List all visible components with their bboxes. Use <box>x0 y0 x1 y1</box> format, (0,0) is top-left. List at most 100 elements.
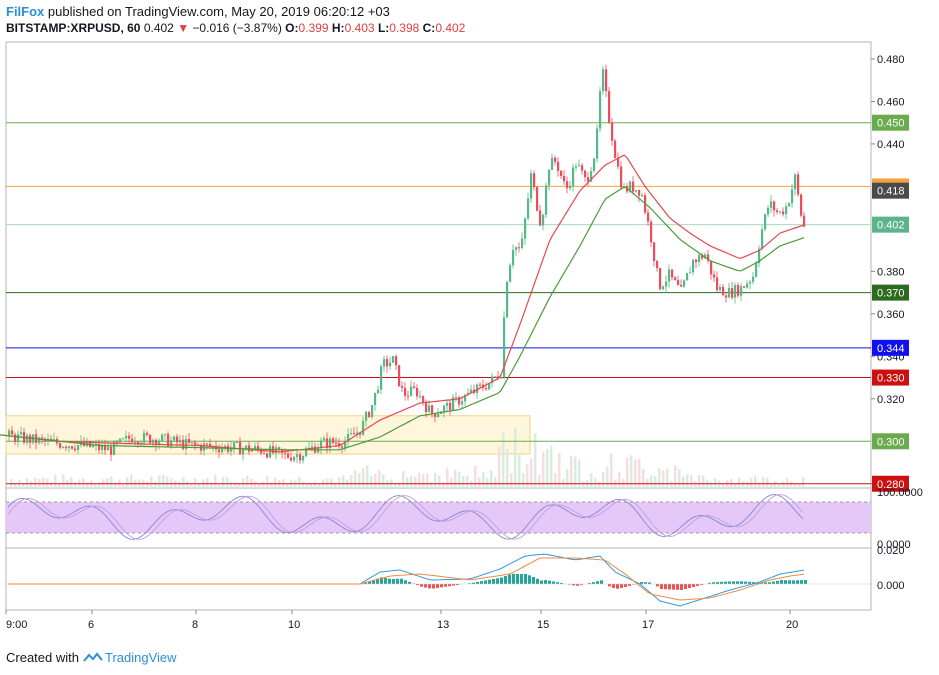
volume-bar <box>698 474 701 488</box>
candle-body <box>749 281 752 284</box>
volume-bar <box>790 481 793 488</box>
candle <box>65 445 68 452</box>
candle-body <box>281 449 284 453</box>
macd-pane <box>6 553 871 607</box>
macd-histogram-bar <box>396 578 399 584</box>
candle <box>701 252 704 261</box>
macd-histogram-bar <box>372 580 375 584</box>
author-name[interactable]: FilFox <box>6 4 45 19</box>
candle-body <box>332 438 335 443</box>
candle <box>389 356 392 370</box>
candle <box>59 441 62 450</box>
candle <box>344 436 347 452</box>
volume-bar <box>270 482 273 488</box>
volume-bar <box>186 481 189 488</box>
candle-body <box>737 285 740 296</box>
volume-bar <box>14 482 17 488</box>
price-tag: 0.344 <box>872 339 909 356</box>
candle-body <box>656 261 659 269</box>
candle-body <box>401 386 404 388</box>
macd-histogram-bar <box>656 584 659 587</box>
candle-body <box>650 221 653 243</box>
volume-bar <box>746 481 749 488</box>
price-tag-label: 0.280 <box>877 479 905 491</box>
price-axis[interactable]: 0.4800.4600.4400.3800.3600.3400.3200.280… <box>871 54 923 592</box>
candle <box>641 192 644 198</box>
volume-bar <box>786 477 789 488</box>
candle-body <box>347 434 350 442</box>
price-chart[interactable]: 0.4800.4600.4400.3800.3600.3400.3200.280… <box>0 0 939 640</box>
macd-histogram-bar <box>676 584 679 590</box>
macd-histogram-bar <box>712 582 715 584</box>
candle-body <box>68 446 71 449</box>
ma-fast-line <box>0 154 805 453</box>
candle-body <box>515 247 518 250</box>
volume-bar <box>506 449 509 488</box>
x-tick-label: 15 <box>537 619 549 631</box>
publish-header: FilFox published on TradingView.com, May… <box>6 4 390 19</box>
volume-bar <box>466 475 469 488</box>
low-value: 0.398 <box>389 21 420 35</box>
macd-histogram-bar <box>476 581 479 584</box>
candles <box>8 64 806 464</box>
volume-bar <box>458 471 461 488</box>
price-tag-box <box>872 284 909 301</box>
candle <box>476 383 479 399</box>
candle <box>482 379 485 392</box>
volume-bar <box>266 476 269 488</box>
candle <box>68 445 71 453</box>
macd-histogram-bar <box>616 584 619 589</box>
candle-body <box>305 449 308 457</box>
candle <box>125 430 128 444</box>
candle-body <box>509 265 512 282</box>
candle-body <box>20 432 23 435</box>
candle-body <box>380 366 383 390</box>
volume-bar <box>450 477 453 488</box>
tradingview-link[interactable]: TradingView <box>104 650 177 665</box>
candle <box>728 282 731 299</box>
candle <box>782 207 785 217</box>
macd-histogram-bar <box>544 580 547 584</box>
candle-body <box>611 122 614 141</box>
macd-histogram-bar <box>508 574 511 584</box>
y-tick-label: 0.460 <box>877 96 905 108</box>
volume-bar <box>446 467 449 488</box>
macd-histogram-bar <box>512 573 515 584</box>
candle-body <box>551 157 554 170</box>
volume-bar <box>550 445 553 488</box>
price-tag: 0.280 <box>872 475 909 492</box>
y-tick-label: 0.380 <box>877 266 905 278</box>
candle-body <box>554 157 557 162</box>
volume-bar <box>482 471 485 488</box>
candle-body <box>245 445 248 449</box>
candle <box>410 380 413 397</box>
candle <box>188 433 191 445</box>
volume-bar <box>462 476 465 488</box>
candle <box>203 438 206 456</box>
volume-bar <box>350 475 353 488</box>
macd-histogram-bar <box>748 581 751 584</box>
volume-bar <box>626 457 629 488</box>
candle <box>752 272 755 285</box>
candle-body <box>776 210 779 213</box>
candle <box>14 432 17 446</box>
time-axis[interactable]: 9:00 6 8 10 13 15 17 20 <box>5 610 798 631</box>
candle-body <box>287 453 290 458</box>
volume-bar <box>558 452 561 488</box>
volume-bar <box>226 477 229 488</box>
candle-body <box>713 274 716 278</box>
candle-body <box>602 69 605 92</box>
volume-bar <box>22 483 25 488</box>
candle-body <box>434 413 437 417</box>
macd-histogram-bar <box>796 580 799 584</box>
candle-body <box>728 288 731 298</box>
macd-histogram-bar <box>424 584 427 588</box>
volume-bar <box>314 482 317 488</box>
volume-bar <box>198 483 201 488</box>
candle <box>668 264 671 288</box>
candle <box>323 435 326 441</box>
candle-body <box>575 166 578 168</box>
volume-bar <box>578 459 581 488</box>
candle-body <box>134 441 137 443</box>
volume-bar <box>638 458 641 488</box>
